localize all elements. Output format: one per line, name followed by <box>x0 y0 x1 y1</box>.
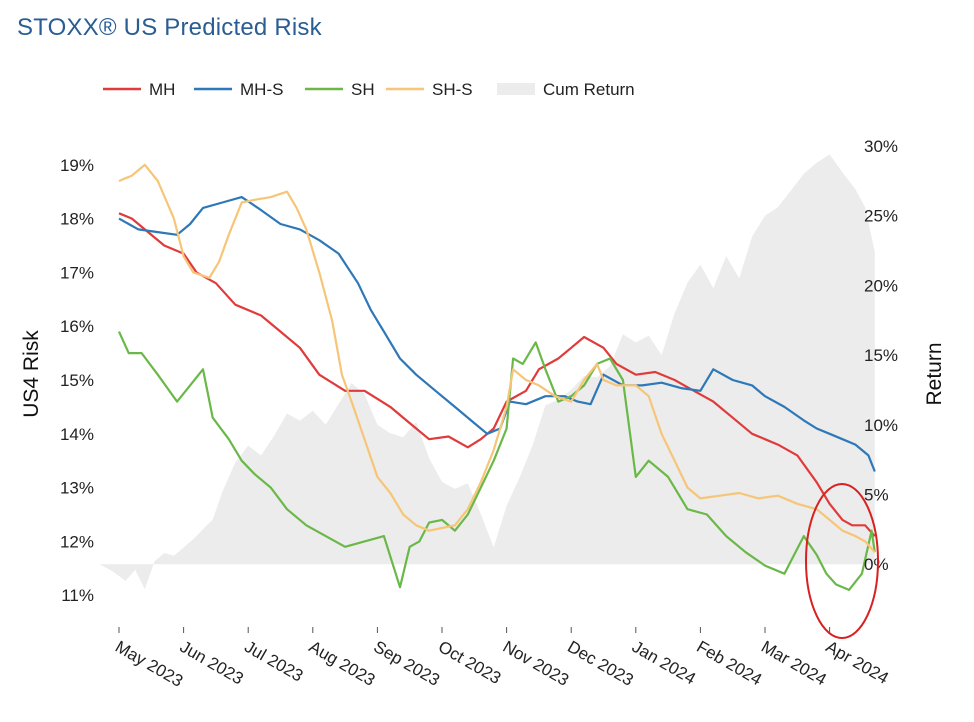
series-line-sh-s <box>118 163 876 553</box>
x-tick-label: Sep 2023 <box>370 637 443 690</box>
legend-label: Cum Return <box>543 80 635 99</box>
y-tick-label: 11% <box>61 586 94 605</box>
x-tick-label: May 2023 <box>112 637 186 691</box>
highlight-circle <box>805 483 879 639</box>
x-tick-label: Feb 2024 <box>693 637 765 689</box>
legend-label: SH <box>351 80 375 99</box>
series-line-mh <box>118 212 876 537</box>
y-tick-label: 12% <box>60 532 94 551</box>
cum-return-area <box>99 154 875 590</box>
series-area-cum-return <box>99 154 875 590</box>
y-tick-label: 14% <box>60 425 94 444</box>
y2-tick-label: 30% <box>864 137 898 156</box>
y2-tick-label: 15% <box>864 346 898 365</box>
y2-tick-label: 0% <box>864 555 889 574</box>
y2-tick-label: 5% <box>864 485 889 504</box>
y-tick-label: 18% <box>60 210 94 229</box>
y2-tick-label: 25% <box>864 207 898 226</box>
x-tick-label: Nov 2023 <box>500 637 573 690</box>
y-tick-label: 15% <box>60 371 94 390</box>
legend-label: SH-S <box>432 80 473 99</box>
legend-swatch <box>497 83 535 95</box>
x-tick-label: Aug 2023 <box>306 637 379 690</box>
legend-label: MH-S <box>240 80 283 99</box>
chart-title: STOXX® US Predicted Risk <box>17 14 322 41</box>
series-line-sh <box>117 331 876 591</box>
y2-tick-label: 10% <box>864 416 898 435</box>
y-tick-label: 17% <box>60 263 94 282</box>
y2-tick-label: 20% <box>864 276 898 295</box>
x-tick-label: Dec 2023 <box>564 637 637 690</box>
y-axis-title: US4 Risk <box>20 330 43 418</box>
x-tick-label: Apr 2024 <box>823 637 892 688</box>
x-tick-label: Mar 2024 <box>758 637 830 689</box>
y-tick-label: 13% <box>60 479 94 498</box>
x-tick-label: Oct 2023 <box>435 637 504 688</box>
legend: MH MH-S SH SH-S Cum Return <box>103 80 635 99</box>
y-tick-label: 19% <box>60 156 94 175</box>
y-tick-label: 16% <box>60 317 94 336</box>
x-tick-label: Jan 2024 <box>629 637 699 688</box>
y2-axis-title: Return <box>923 342 946 405</box>
series-lines <box>117 163 876 591</box>
x-tick-label: Jul 2023 <box>241 637 306 686</box>
legend-label: MH <box>149 80 175 99</box>
x-tick-label: Jun 2023 <box>177 637 247 688</box>
